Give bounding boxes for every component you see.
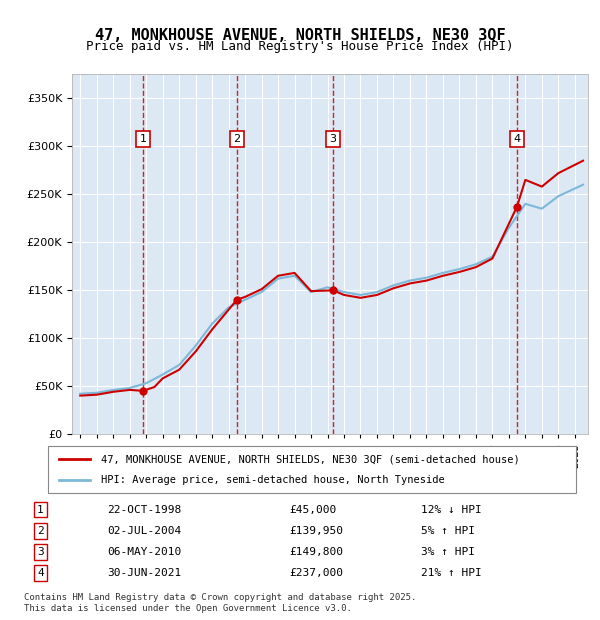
Text: 1: 1 (140, 134, 146, 144)
Text: 1: 1 (37, 505, 44, 515)
Text: 30-JUN-2021: 30-JUN-2021 (107, 568, 181, 578)
Text: Contains HM Land Registry data © Crown copyright and database right 2025.
This d: Contains HM Land Registry data © Crown c… (24, 593, 416, 613)
Text: £237,000: £237,000 (289, 568, 343, 578)
Text: 47, MONKHOUSE AVENUE, NORTH SHIELDS, NE30 3QF (semi-detached house): 47, MONKHOUSE AVENUE, NORTH SHIELDS, NE3… (101, 454, 520, 464)
Text: 3: 3 (329, 134, 337, 144)
Text: £139,950: £139,950 (289, 526, 343, 536)
Text: 5% ↑ HPI: 5% ↑ HPI (421, 526, 475, 536)
Text: 06-MAY-2010: 06-MAY-2010 (107, 547, 181, 557)
Text: 4: 4 (514, 134, 521, 144)
Text: 2: 2 (37, 526, 44, 536)
Text: £45,000: £45,000 (289, 505, 336, 515)
Text: 12% ↓ HPI: 12% ↓ HPI (421, 505, 482, 515)
Text: 3% ↑ HPI: 3% ↑ HPI (421, 547, 475, 557)
Text: 4: 4 (37, 568, 44, 578)
Text: 02-JUL-2004: 02-JUL-2004 (107, 526, 181, 536)
FancyBboxPatch shape (48, 446, 576, 493)
Text: Price paid vs. HM Land Registry's House Price Index (HPI): Price paid vs. HM Land Registry's House … (86, 40, 514, 53)
Text: 22-OCT-1998: 22-OCT-1998 (107, 505, 181, 515)
Text: HPI: Average price, semi-detached house, North Tyneside: HPI: Average price, semi-detached house,… (101, 475, 445, 485)
Text: 3: 3 (37, 547, 44, 557)
Text: 47, MONKHOUSE AVENUE, NORTH SHIELDS, NE30 3QF: 47, MONKHOUSE AVENUE, NORTH SHIELDS, NE3… (95, 28, 505, 43)
Text: 21% ↑ HPI: 21% ↑ HPI (421, 568, 482, 578)
Text: 2: 2 (233, 134, 241, 144)
Text: £149,800: £149,800 (289, 547, 343, 557)
